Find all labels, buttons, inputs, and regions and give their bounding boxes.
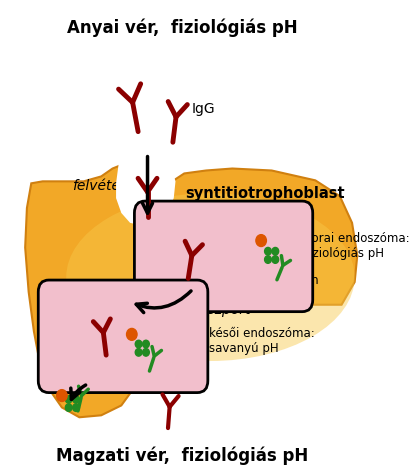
Text: korai endoszóma:
fiziológiás pH: korai endoszóma: fiziológiás pH bbox=[305, 232, 409, 259]
Circle shape bbox=[265, 247, 271, 255]
Circle shape bbox=[73, 404, 79, 411]
Text: transzport: transzport bbox=[179, 303, 251, 317]
Circle shape bbox=[272, 256, 279, 263]
Text: IgG: IgG bbox=[191, 102, 215, 116]
Circle shape bbox=[57, 390, 67, 401]
Text: syntitiotrophoblast: syntitiotrophoblast bbox=[185, 186, 344, 201]
Circle shape bbox=[143, 340, 149, 348]
Text: felvétel: felvétel bbox=[73, 179, 124, 193]
Circle shape bbox=[135, 349, 142, 356]
Circle shape bbox=[272, 247, 279, 255]
Polygon shape bbox=[25, 164, 357, 417]
Circle shape bbox=[265, 256, 271, 263]
Polygon shape bbox=[116, 154, 176, 226]
Text: Magzati vér,  fiziológiás pH: Magzati vér, fiziológiás pH bbox=[56, 447, 309, 465]
Circle shape bbox=[135, 340, 142, 348]
Circle shape bbox=[126, 329, 137, 340]
Text: Anyai vér,  fiziológiás pH: Anyai vér, fiziológiás pH bbox=[67, 18, 298, 37]
Text: késői endoszóma:
savanyú pH: késői endoszóma: savanyú pH bbox=[208, 327, 314, 355]
Circle shape bbox=[65, 396, 72, 403]
Circle shape bbox=[73, 396, 79, 403]
Circle shape bbox=[143, 349, 149, 356]
Ellipse shape bbox=[66, 193, 355, 361]
FancyBboxPatch shape bbox=[134, 201, 313, 312]
Text: FcRn: FcRn bbox=[291, 274, 319, 287]
Circle shape bbox=[65, 404, 72, 411]
Circle shape bbox=[256, 235, 266, 246]
FancyBboxPatch shape bbox=[38, 280, 208, 392]
